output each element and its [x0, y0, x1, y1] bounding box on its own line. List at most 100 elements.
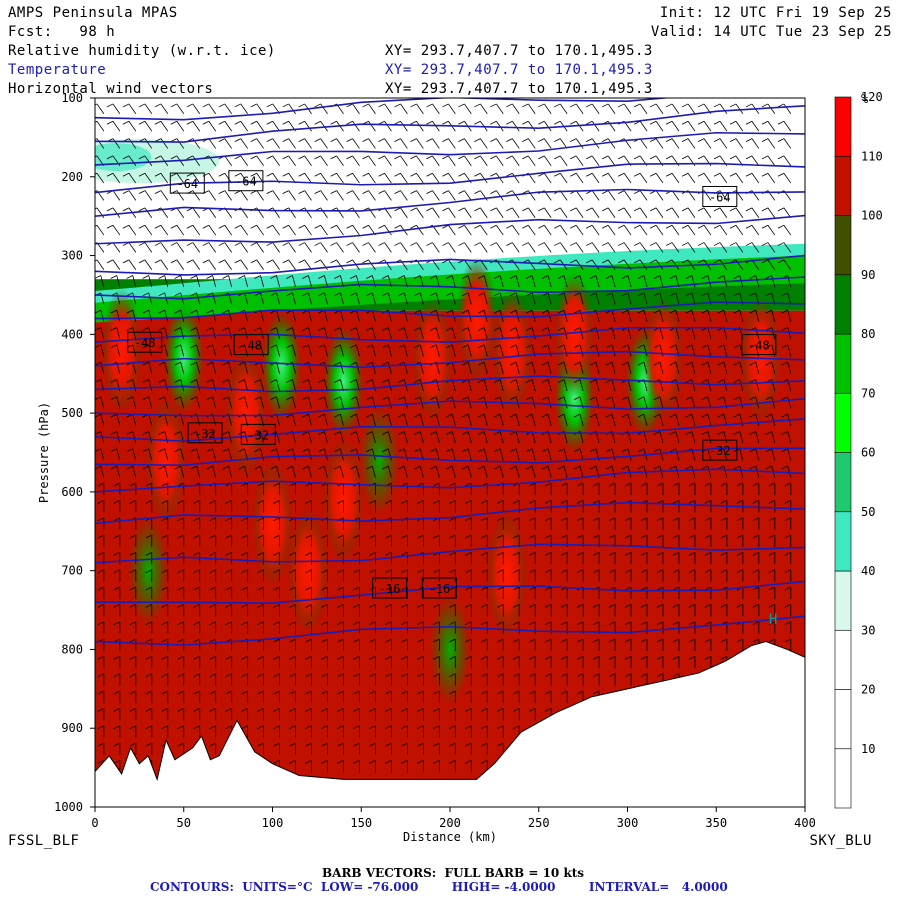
wind-barb-flag — [465, 604, 472, 608]
wind-barb-flag — [665, 120, 673, 125]
wind-barb — [707, 344, 712, 357]
wind-barb — [196, 431, 201, 444]
wind-barb-flag — [225, 534, 232, 539]
wind-barb-flag — [729, 120, 737, 125]
wind-barb-flag — [414, 327, 421, 331]
wind-barb-flag — [729, 155, 737, 160]
wind-barb-flag — [270, 396, 277, 401]
wind-barb-flag — [697, 242, 705, 246]
wind-barb-flag — [417, 759, 424, 764]
wind-barb — [643, 431, 648, 444]
wind-barb-flag — [430, 327, 437, 331]
wind-barb-flag — [474, 172, 481, 177]
wind-barb-flag — [624, 482, 632, 487]
wind-barb-flag — [97, 673, 105, 678]
wind-barb-flag — [113, 742, 121, 747]
colorbar-tick-label: 90 — [861, 268, 875, 282]
wind-barb-flag — [493, 327, 501, 331]
wind-barb-flag — [113, 552, 121, 556]
wind-barb-flag — [174, 275, 181, 279]
wind-barb — [272, 190, 280, 201]
wind-barb-flag — [113, 586, 121, 591]
wind-barb — [403, 466, 408, 478]
wind-barb-flag — [110, 275, 117, 279]
wind-barb-flag — [665, 242, 673, 246]
wind-barb-flag — [126, 275, 133, 279]
wind-barb-flag — [95, 138, 98, 141]
wind-barb-flag — [681, 242, 689, 246]
wind-barb-flag — [273, 500, 280, 504]
wind-barb-flag — [544, 655, 552, 660]
wind-barb — [639, 103, 648, 114]
wind-barb-flag — [401, 534, 408, 539]
wind-barb — [208, 173, 217, 184]
wind-barb-flag — [97, 534, 105, 539]
wind-barb-flag — [541, 344, 549, 349]
wind-barb-flag — [174, 344, 181, 349]
wind-barb-flag — [378, 103, 385, 108]
wind-barb-flag — [270, 379, 277, 383]
colorbar-unit: % — [861, 92, 869, 106]
wind-barb-flag — [337, 655, 344, 660]
wind-barb-flag — [225, 690, 232, 695]
isotherm-contour — [95, 501, 805, 525]
wind-barb — [543, 242, 552, 253]
colorbar-swatch — [834, 748, 852, 809]
wind-barb — [623, 207, 632, 218]
wind-barb-flag — [544, 552, 552, 556]
wind-barb — [340, 466, 344, 478]
wind-barb-flag — [541, 465, 549, 470]
wind-barb-flag — [717, 379, 724, 383]
wind-barb — [563, 344, 568, 357]
wind-barb — [707, 362, 712, 374]
wind-barb-flag — [225, 707, 232, 712]
wind-barb — [432, 207, 440, 218]
wind-barb-flag — [605, 396, 613, 401]
wind-barb — [464, 155, 472, 166]
wind-barb — [512, 225, 520, 236]
isotherm-contour — [95, 131, 805, 166]
wind-barb — [128, 190, 137, 201]
wind-barb — [579, 362, 584, 374]
wind-barb — [515, 292, 520, 305]
wind-barb — [256, 121, 264, 132]
wind-barb — [355, 362, 360, 374]
wind-barb-flag — [522, 207, 529, 212]
wind-barb-flag — [570, 224, 577, 229]
wind-barb-flag — [238, 379, 245, 383]
wind-barb — [228, 396, 233, 409]
wind-barb — [464, 225, 472, 236]
wind-barb-flag — [449, 759, 456, 764]
wind-barb-flag — [186, 120, 194, 125]
wind-barb-flag — [640, 673, 648, 678]
wind-barb — [212, 379, 217, 392]
wind-barb-flag — [430, 396, 437, 401]
wind-barb-flag — [592, 673, 600, 678]
wind-barb-flag — [525, 379, 533, 383]
wind-barb-flag — [106, 207, 114, 212]
wind-barb-flag — [717, 344, 724, 349]
wind-barb-flag — [449, 534, 456, 539]
wind-barb — [112, 103, 121, 114]
field-label-wind: Horizontal wind vectors — [8, 81, 214, 97]
wind-barb — [623, 242, 632, 253]
wind-barb — [128, 103, 137, 114]
wind-barb-flag — [254, 448, 261, 453]
wind-barb — [643, 362, 648, 374]
wind-barb-flag — [513, 552, 520, 556]
wind-barb-flag — [538, 259, 545, 264]
wind-barb — [771, 448, 776, 461]
wind-barb-flag — [330, 120, 337, 125]
wind-barb-flag — [442, 138, 449, 142]
wind-barb-flag — [446, 448, 453, 453]
wind-barb — [467, 379, 472, 392]
wind-barb — [687, 103, 696, 114]
wind-barb-flag — [736, 482, 744, 487]
wind-barb-flag — [129, 638, 137, 643]
wind-barb — [735, 173, 744, 184]
wind-barb-flag — [649, 224, 657, 229]
wind-barb — [480, 225, 488, 236]
wind-barb — [352, 190, 360, 201]
wind-barb-flag — [346, 103, 353, 108]
wind-barb — [96, 259, 105, 270]
